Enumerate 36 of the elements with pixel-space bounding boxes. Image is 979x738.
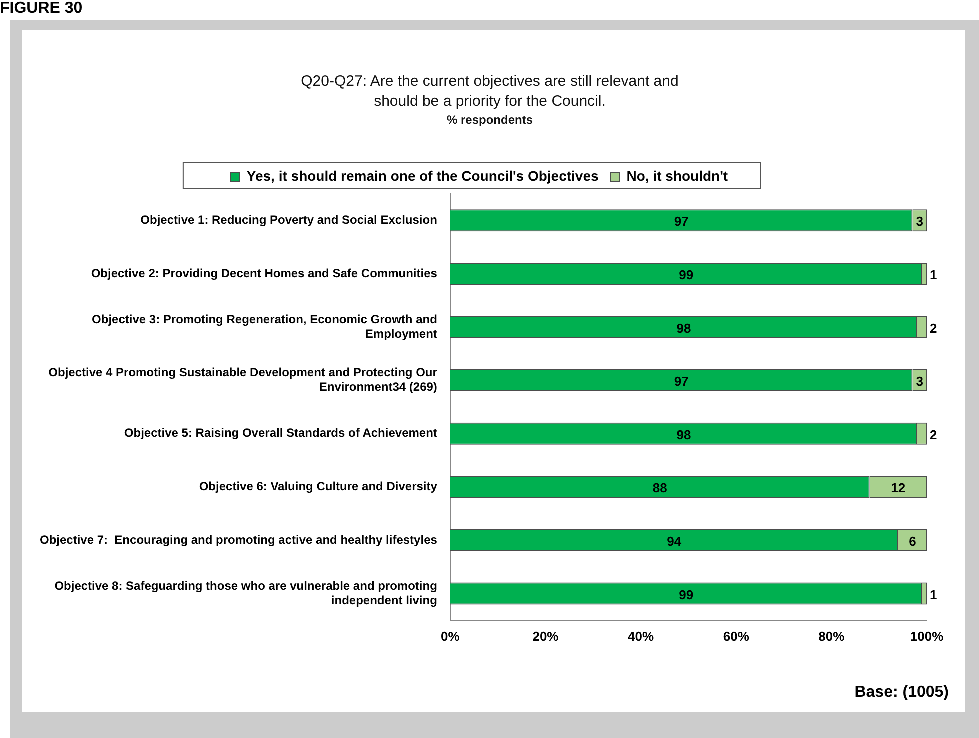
data-label: 97 [674, 214, 689, 230]
x-tick-label: 40% [628, 628, 654, 644]
data-label: 6 [909, 534, 916, 550]
data-label: 1 [930, 268, 938, 283]
data-label: 2 [930, 427, 938, 442]
y-tick-label: Objective 3: Promoting Regeneration, Economic Growth and Employment [92, 312, 438, 341]
y-tick-label: Objective 6: Valuing Culture and Diversity [199, 479, 438, 494]
data-label: 1 [930, 587, 938, 602]
data-label: 97 [674, 374, 689, 390]
text: Base: (1005) [854, 684, 949, 702]
x-tick-label: 60% [723, 628, 750, 644]
data-label: 3 [916, 214, 924, 230]
legend-label: No, it shouldn't [626, 168, 728, 184]
data-label: 99 [679, 587, 694, 602]
x-tick-label: 0% [441, 628, 460, 644]
data-label: 99 [679, 268, 694, 283]
data-label: 2 [930, 320, 938, 336]
data-label: 98 [676, 427, 692, 442]
x-tick-label: 20% [532, 628, 560, 644]
x-tick-label: 80% [818, 628, 846, 644]
data-label: 88 [652, 480, 668, 496]
y-tick-label: Objective 1: Reducing Poverty and Social Exclusion [140, 212, 438, 227]
data-label: 3 [916, 374, 924, 390]
data-label: 98 [676, 320, 692, 336]
chart-subtitle: % respondents [446, 112, 534, 128]
x-tick-label: 100% [910, 628, 944, 644]
legend-label: Yes, it should remain one of the Council's Objectives [246, 168, 599, 184]
y-tick-label: Objective 4 Promoting Sustainable Development and Protecting Our Environment34 (269) [48, 366, 438, 394]
data-label: 12 [891, 480, 906, 496]
y-tick-label: Objective 5: Raising Overall Standards of Achievement [124, 426, 438, 440]
caption: FIGURE 30 [0, 0, 83, 18]
data-label: 94 [667, 534, 682, 550]
chart-title: Q20-Q27: Are the current objectives are still relevant and should be a priority for the Council. [301, 73, 679, 110]
y-tick-label: Objective 7: Encouraging and promoting active and healthy lifestyles [40, 532, 438, 547]
y-tick-label: Objective 2: Providing Decent Homes and Safe Communities [91, 266, 438, 280]
y-tick-label: Objective 8: Safeguarding those who are vulnerable and promoting independent living [54, 578, 438, 608]
